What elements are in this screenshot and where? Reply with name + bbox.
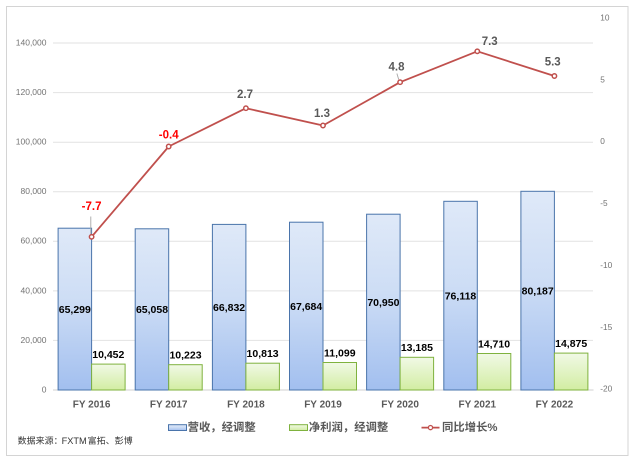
svg-text:0: 0 — [42, 384, 47, 394]
svg-text:2.7: 2.7 — [237, 89, 253, 101]
svg-text:10,813: 10,813 — [247, 348, 279, 360]
svg-text:67,684: 67,684 — [290, 301, 322, 313]
svg-text:-15: -15 — [600, 322, 612, 332]
svg-text:5.3: 5.3 — [545, 57, 561, 69]
svg-text:4.8: 4.8 — [389, 62, 406, 74]
svg-text:60,000: 60,000 — [21, 236, 47, 246]
svg-text:%: % — [487, 422, 497, 434]
svg-text:FXTM: FXTM — [62, 436, 87, 446]
svg-text:FY 2021: FY 2021 — [458, 399, 496, 410]
svg-text:14,875: 14,875 — [555, 338, 587, 350]
svg-text:0: 0 — [600, 136, 605, 146]
svg-text:76,118: 76,118 — [445, 290, 477, 302]
svg-text:-5: -5 — [600, 198, 608, 208]
svg-text:FY 2017: FY 2017 — [150, 399, 188, 410]
svg-text:70,950: 70,950 — [367, 297, 399, 309]
svg-text:20,000: 20,000 — [21, 335, 47, 345]
svg-text:11,099: 11,099 — [324, 347, 356, 359]
svg-text:65,058: 65,058 — [136, 304, 168, 316]
svg-text:65,299: 65,299 — [59, 304, 91, 316]
svg-text:80,000: 80,000 — [21, 186, 47, 196]
svg-text:120,000: 120,000 — [16, 87, 47, 97]
svg-text:FY 2016: FY 2016 — [73, 399, 111, 410]
svg-text:40,000: 40,000 — [21, 285, 47, 295]
svg-text:10,223: 10,223 — [169, 350, 201, 362]
svg-text:140,000: 140,000 — [16, 37, 47, 47]
svg-text:1.3: 1.3 — [314, 108, 330, 120]
svg-text:-10: -10 — [600, 260, 612, 270]
svg-text:13,185: 13,185 — [401, 342, 433, 354]
svg-text:FY 2018: FY 2018 — [227, 399, 265, 410]
svg-text:10,452: 10,452 — [92, 349, 124, 361]
svg-text:66,832: 66,832 — [213, 302, 245, 314]
svg-text:FY 2022: FY 2022 — [536, 399, 574, 410]
svg-text:14,710: 14,710 — [478, 338, 510, 350]
svg-text:FY 2020: FY 2020 — [381, 399, 419, 410]
svg-text:5: 5 — [600, 74, 605, 84]
svg-text:-7.7: -7.7 — [82, 201, 102, 213]
svg-text:FY 2019: FY 2019 — [304, 399, 342, 410]
svg-text:80,187: 80,187 — [522, 285, 554, 297]
svg-text:10: 10 — [600, 13, 610, 23]
svg-text:7.3: 7.3 — [482, 36, 498, 48]
svg-text:-0.4: -0.4 — [159, 129, 179, 141]
svg-text:-20: -20 — [600, 384, 612, 394]
svg-text:100,000: 100,000 — [16, 137, 47, 147]
